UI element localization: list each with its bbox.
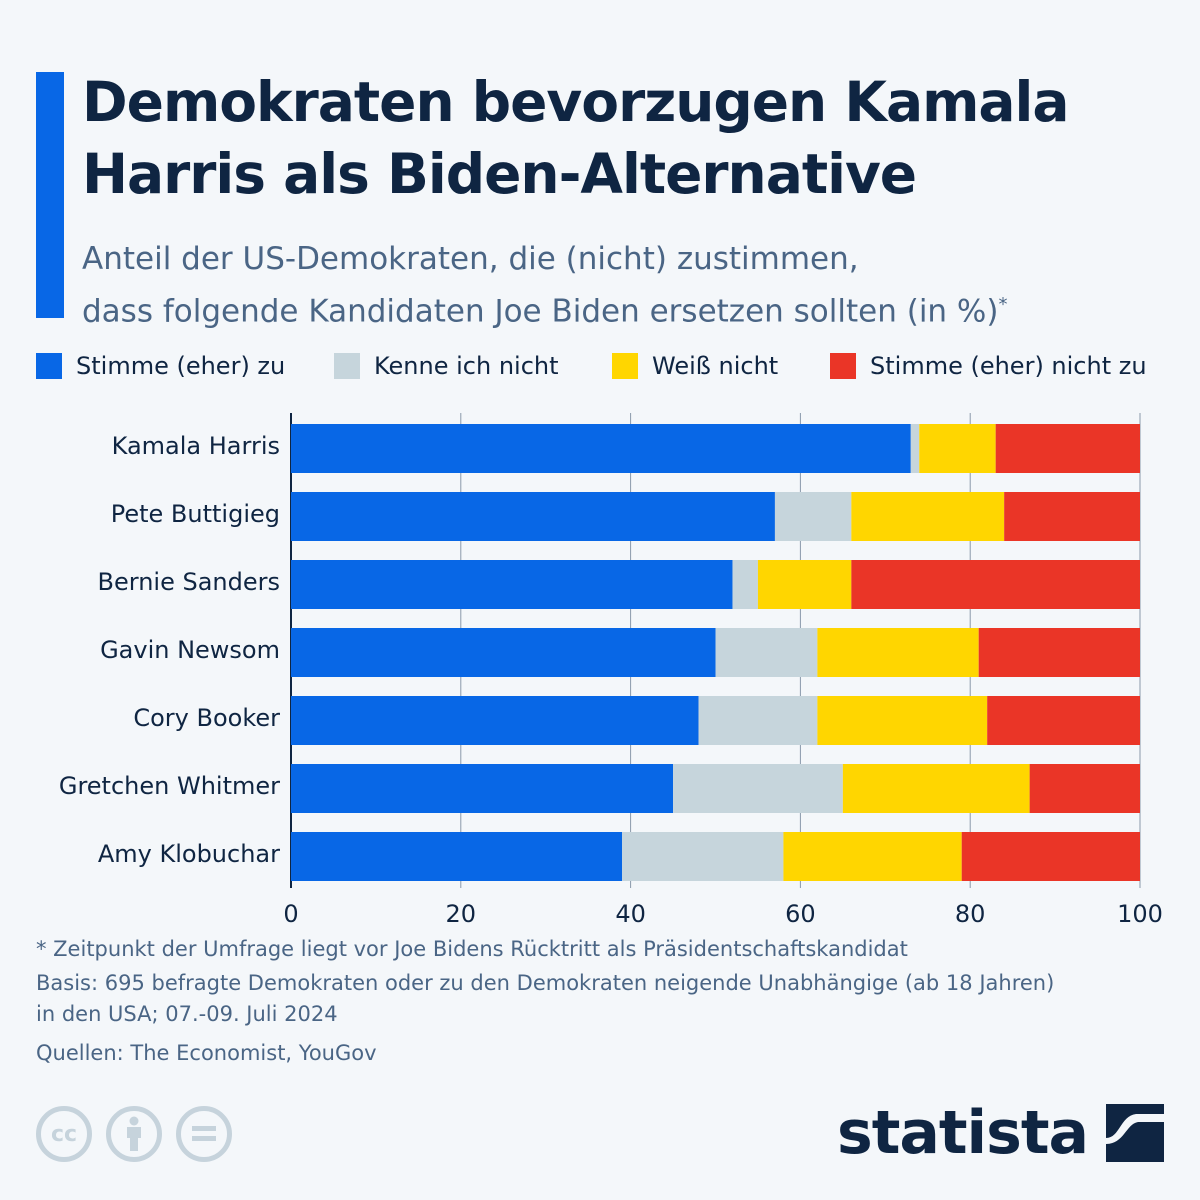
bar-segment (698, 696, 818, 745)
bar-segment (783, 832, 962, 881)
legend-swatch-unknown (334, 353, 360, 379)
category-label: Gretchen Whitmer (58, 772, 280, 800)
x-tick-label: 0 (283, 900, 299, 928)
bar-segment (978, 628, 1140, 677)
chart-title: Demokraten bevorzugen Kamala Harris als … (82, 70, 1069, 206)
bar-segment (851, 560, 1140, 609)
legend-item-agree: Stimme (eher) zu (36, 352, 285, 380)
x-tick-label: 20 (445, 900, 477, 928)
bar-segment (291, 764, 674, 813)
bar-segment (291, 492, 775, 541)
legend-item-dontknow: Weiß nicht (612, 352, 778, 380)
bar-segment (622, 832, 784, 881)
bar-segment (910, 424, 920, 473)
statista-wordmark: statista (836, 1098, 1089, 1168)
bar-segment (1004, 492, 1140, 541)
legend-item-unknown: Kenne ich nicht (334, 352, 559, 380)
cc-icon[interactable]: cc (36, 1106, 92, 1162)
bar-segment (919, 424, 996, 473)
category-label: Gavin Newsom (100, 636, 280, 664)
bar-segment (291, 560, 733, 609)
category-label: Pete Buttigieg (110, 500, 280, 528)
x-tick-label: 60 (785, 900, 816, 928)
bar-segment (995, 424, 1140, 473)
basis-line-2: in den USA; 07.-09. Juli 2024 (36, 1002, 338, 1026)
subtitle-line-1: Anteil der US-Demokraten, die (nicht) zu… (82, 241, 859, 277)
category-label: Amy Klobuchar (97, 840, 280, 868)
bar-segment (291, 832, 623, 881)
legend-swatch-dontknow (612, 353, 638, 379)
legend-swatch-agree (36, 353, 62, 379)
bar-segment (291, 696, 699, 745)
no-derivatives-icon[interactable] (176, 1106, 232, 1162)
legend-label-unknown: Kenne ich nicht (374, 352, 559, 380)
subtitle-line-2: dass folgende Kandidaten Joe Biden erset… (82, 293, 999, 330)
chart-subtitle: Anteil der US-Demokraten, die (nicht) zu… (82, 236, 1182, 334)
sources: Quellen: The Economist, YouGov (36, 1041, 377, 1065)
bar-segment (732, 560, 758, 609)
bar-segment (817, 628, 979, 677)
x-tick-label: 40 (615, 900, 646, 928)
basis-line-1: Basis: 695 befragte Demokraten oder zu d… (36, 971, 1055, 995)
title-accent-bar (36, 72, 64, 318)
category-label: Kamala Harris (111, 432, 280, 460)
bar-segment (987, 696, 1140, 745)
statista-logo-icon (1106, 1104, 1164, 1162)
license-icons[interactable]: cc (36, 1106, 232, 1162)
equals-glyph (192, 1126, 216, 1141)
x-tick-label: 80 (954, 900, 986, 928)
footnote: * Zeitpunkt der Umfrage liegt vor Joe Bi… (36, 937, 908, 961)
category-label: Bernie Sanders (97, 568, 280, 596)
legend: Stimme (eher) zu Kenne ich nicht Weiß ni… (36, 352, 1176, 388)
statista-logo[interactable]: statista (837, 1098, 1164, 1168)
subtitle-footnote-mark: * (998, 294, 1008, 315)
legend-label-agree: Stimme (eher) zu (76, 352, 286, 380)
x-tick-label: 100 (1117, 900, 1163, 928)
bar-segment (1029, 764, 1140, 813)
bar-segment (673, 764, 843, 813)
bar-segment (291, 628, 716, 677)
bar-segment (774, 492, 852, 541)
category-label: Cory Booker (133, 704, 280, 732)
bar-segment (842, 764, 1030, 813)
legend-label-disagree: Stimme (eher) nicht zu (870, 352, 1147, 380)
bar-segment (851, 492, 1005, 541)
bar-segment (291, 424, 911, 473)
bar-segment (715, 628, 818, 677)
attribution-icon[interactable] (106, 1106, 162, 1162)
person-glyph (127, 1116, 141, 1151)
legend-item-disagree: Stimme (eher) nicht zu (830, 352, 1147, 380)
legend-swatch-disagree (830, 353, 856, 379)
bar-segment (757, 560, 852, 609)
bar-segment (817, 696, 988, 745)
bar-segment (961, 832, 1140, 881)
legend-label-dontknow: Weiß nicht (652, 352, 779, 380)
